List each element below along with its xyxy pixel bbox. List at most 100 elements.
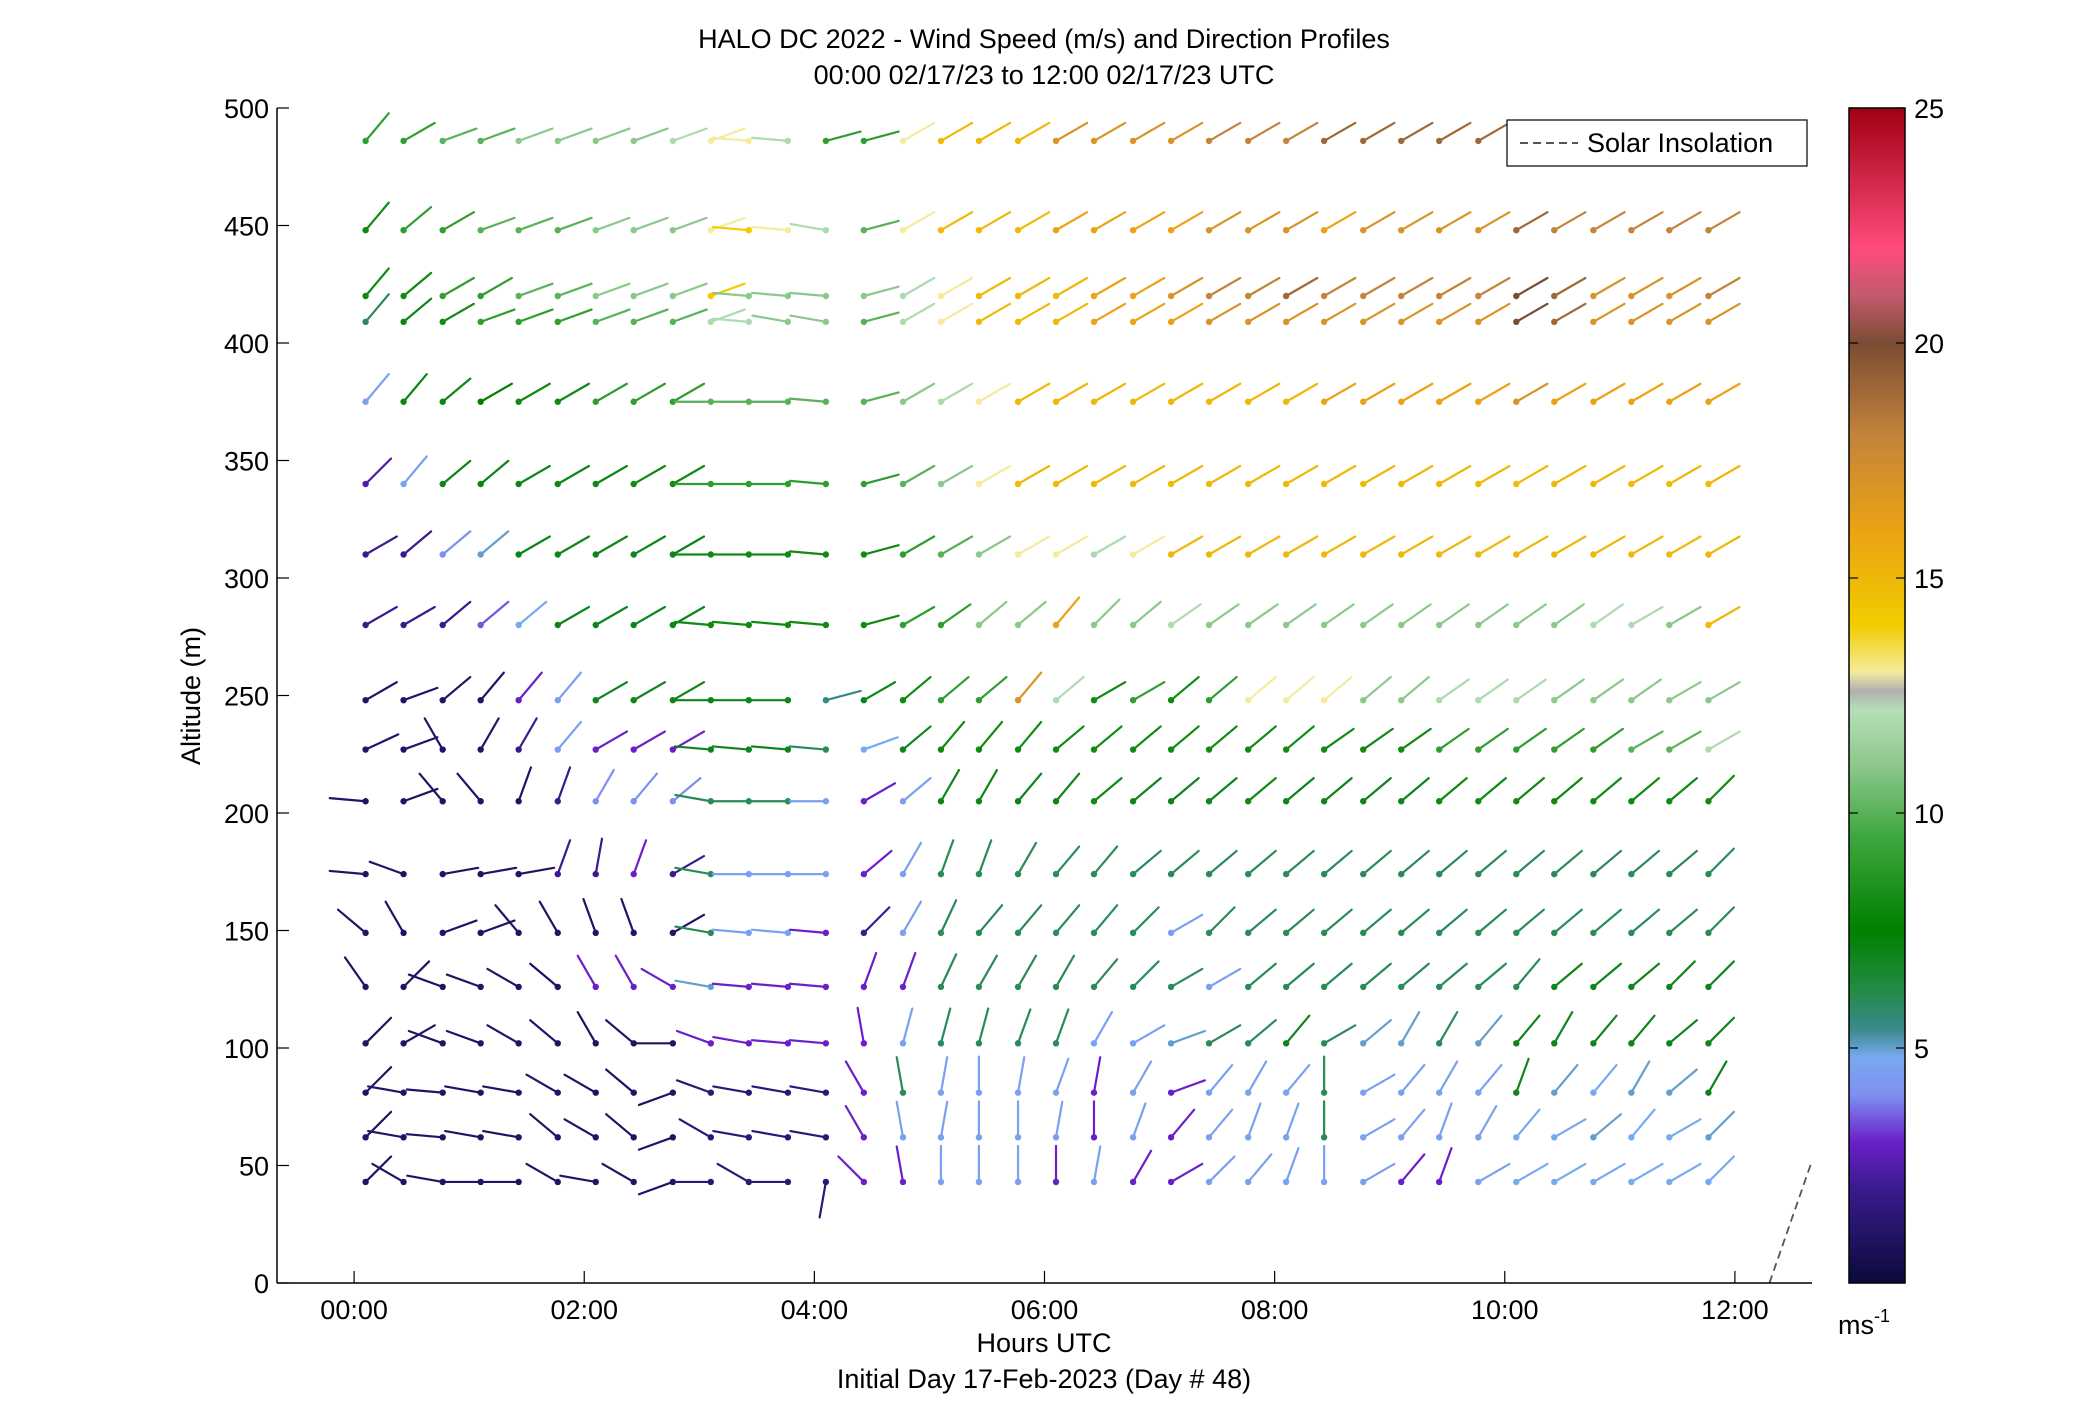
wind-point bbox=[745, 929, 752, 937]
wind-point bbox=[1590, 227, 1597, 234]
wind-stick bbox=[1553, 1118, 1587, 1139]
wind-stick bbox=[445, 1029, 482, 1045]
wind-point bbox=[1360, 1178, 1367, 1186]
wind-point bbox=[439, 983, 446, 991]
wind-stick bbox=[1400, 777, 1430, 803]
wind-stick bbox=[1092, 598, 1121, 627]
wind-point bbox=[1360, 137, 1367, 145]
wind-stick bbox=[367, 1085, 405, 1094]
wind-point bbox=[822, 1089, 830, 1096]
wind-stick bbox=[1323, 1024, 1357, 1045]
wind-point bbox=[1014, 1040, 1022, 1047]
wind-point bbox=[860, 137, 868, 145]
wind-stick bbox=[556, 605, 591, 627]
wind-point bbox=[707, 929, 715, 937]
wind-stick bbox=[1438, 1011, 1459, 1045]
wind-point bbox=[1705, 746, 1712, 753]
wind-stick bbox=[1553, 1063, 1579, 1094]
wind-point bbox=[1398, 318, 1405, 326]
wind-stick bbox=[1054, 725, 1085, 751]
x-axis-label: Hours UTC bbox=[976, 1328, 1111, 1358]
wind-stick bbox=[364, 112, 390, 142]
wind-point bbox=[975, 398, 983, 405]
wind-point bbox=[707, 870, 715, 878]
wind-stick bbox=[1515, 464, 1549, 486]
wind-stick bbox=[1362, 675, 1392, 702]
wind-point bbox=[1244, 929, 1252, 937]
wind-stick bbox=[1207, 777, 1238, 803]
wind-point bbox=[362, 746, 369, 753]
wind-point bbox=[1435, 870, 1443, 878]
wind-stick bbox=[1668, 1019, 1698, 1045]
wind-point bbox=[439, 1089, 446, 1096]
wind-point bbox=[1398, 137, 1405, 145]
wind-point bbox=[515, 870, 522, 878]
wind-stick bbox=[632, 605, 666, 627]
wind-stick bbox=[901, 382, 936, 403]
wind-point bbox=[554, 227, 561, 234]
wind-stick bbox=[1400, 908, 1430, 934]
wind-point bbox=[822, 227, 830, 234]
wind-point bbox=[477, 798, 484, 805]
wind-stick bbox=[1247, 849, 1277, 876]
wind-point bbox=[899, 137, 907, 145]
wind-point bbox=[1475, 1040, 1482, 1047]
wind-stick bbox=[1169, 603, 1202, 627]
wind-point bbox=[439, 398, 446, 405]
wind-point bbox=[1628, 746, 1635, 753]
wind-point bbox=[1705, 798, 1712, 805]
wind-stick bbox=[1092, 382, 1127, 403]
wind-stick bbox=[711, 982, 750, 989]
wind-point bbox=[1628, 798, 1635, 805]
wind-stick bbox=[977, 954, 999, 989]
wind-stick bbox=[1362, 1118, 1396, 1139]
wind-point bbox=[1666, 398, 1673, 405]
wind-point bbox=[1435, 929, 1443, 937]
wind-stick bbox=[556, 308, 593, 323]
wind-stick bbox=[444, 1085, 482, 1094]
wind-point bbox=[477, 983, 484, 991]
wind-stick bbox=[1054, 675, 1085, 702]
wind-stick bbox=[901, 276, 936, 298]
wind-point bbox=[822, 480, 830, 488]
wind-point bbox=[860, 227, 868, 234]
wind-point bbox=[1360, 870, 1367, 878]
wind-stick bbox=[1092, 121, 1127, 142]
wind-point bbox=[592, 746, 599, 753]
wind-point bbox=[1014, 292, 1022, 300]
wind-stick bbox=[671, 382, 706, 403]
wind-point bbox=[362, 798, 369, 805]
wind-stick bbox=[1400, 535, 1434, 556]
wind-stick bbox=[939, 535, 974, 556]
wind-stick bbox=[1169, 121, 1204, 142]
wind-point bbox=[1052, 798, 1060, 805]
colorbar-tick-label: 10 bbox=[1914, 799, 1944, 829]
wind-point bbox=[362, 398, 369, 405]
wind-stick bbox=[1132, 1060, 1153, 1094]
wind-point bbox=[860, 318, 868, 326]
wind-point bbox=[400, 870, 407, 878]
wind-point bbox=[1398, 1089, 1405, 1096]
wind-stick bbox=[789, 1129, 827, 1139]
wind-point bbox=[975, 1089, 983, 1096]
wind-stick bbox=[1592, 1063, 1618, 1094]
wind-point bbox=[362, 621, 369, 629]
y-tick-label: 150 bbox=[224, 917, 269, 947]
wind-stick bbox=[1016, 671, 1043, 702]
wind-stick bbox=[1285, 908, 1315, 934]
wind-stick bbox=[977, 302, 1012, 323]
wind-point bbox=[1320, 929, 1328, 937]
wind-point bbox=[1705, 870, 1712, 878]
wind-point bbox=[745, 621, 752, 629]
wind-point bbox=[1628, 1134, 1635, 1141]
wind-stick bbox=[479, 866, 518, 876]
wind-point bbox=[784, 621, 792, 629]
wind-stick bbox=[576, 954, 597, 989]
wind-stick bbox=[1400, 382, 1434, 403]
wind-point bbox=[362, 292, 369, 300]
wind-stick bbox=[1592, 211, 1626, 232]
wind-stick bbox=[939, 464, 974, 486]
wind-point bbox=[400, 318, 407, 326]
wind-point bbox=[707, 983, 715, 991]
wind-stick bbox=[494, 904, 520, 934]
